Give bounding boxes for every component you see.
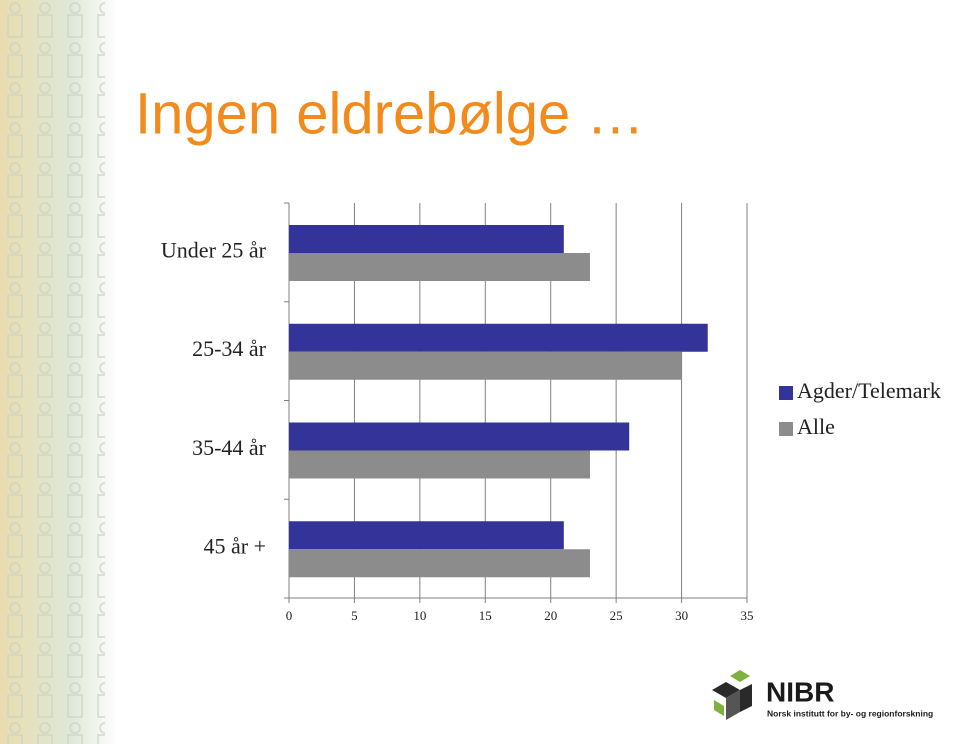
logo-cube <box>714 700 724 716</box>
bar <box>289 323 708 352</box>
logo-cube <box>726 690 740 720</box>
legend-label: Alle <box>797 414 835 439</box>
bar <box>289 422 630 451</box>
logo: NIBR Norsk institutt for by- og regionfo… <box>712 670 933 720</box>
bar <box>289 225 564 253</box>
decor-figures <box>0 0 105 744</box>
y-tick-label: Under 25 år <box>161 237 267 262</box>
x-tick-label: 15 <box>479 608 492 623</box>
bar <box>289 351 682 380</box>
logo-subtitle: Norsk institutt for by- og regionforskni… <box>767 708 933 718</box>
x-tick-label: 20 <box>544 608 557 623</box>
logo-name: NIBR <box>766 676 834 707</box>
legend-label: Agder/Telemark <box>797 378 941 403</box>
x-tick-label: 30 <box>675 608 688 623</box>
chart-title: Ingen eldrebølge … <box>135 81 644 146</box>
x-tick-label: 10 <box>413 608 426 623</box>
x-tick-label: 5 <box>351 608 358 623</box>
x-tick-label: 0 <box>286 608 293 623</box>
logo-cube <box>740 684 752 712</box>
logo-cube <box>730 670 750 682</box>
x-tick-label: 35 <box>741 608 754 623</box>
y-tick-label: 35-44 år <box>192 435 267 460</box>
legend-swatch <box>779 422 793 436</box>
x-tick-label: 25 <box>610 608 623 623</box>
legend-swatch <box>779 386 793 400</box>
bar <box>289 521 564 550</box>
y-tick-label: 45 år + <box>204 534 267 559</box>
bar <box>289 450 590 479</box>
bar <box>289 549 590 578</box>
y-tick-label: 25-34 år <box>192 336 267 361</box>
bar <box>289 253 590 281</box>
